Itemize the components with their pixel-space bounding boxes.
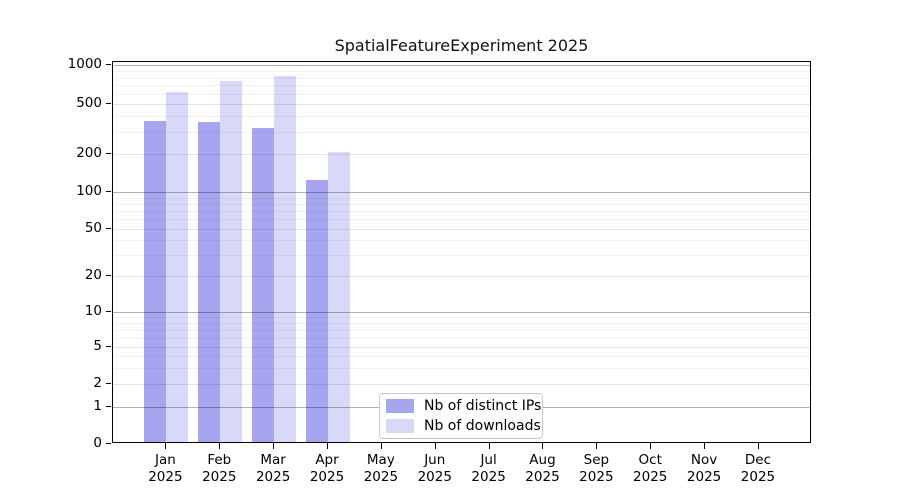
x-axis-tick bbox=[434, 443, 436, 449]
month-label: Aug bbox=[529, 452, 556, 468]
year-label: 2025 bbox=[471, 469, 506, 485]
y-axis-tick-label: 200 bbox=[76, 145, 102, 161]
x-axis-tick-label: Jun 2025 bbox=[403, 452, 467, 486]
y-axis-tick bbox=[106, 152, 111, 154]
y-axis-tick bbox=[106, 345, 111, 347]
x-axis-tick bbox=[165, 443, 167, 449]
month-label: Feb bbox=[207, 452, 232, 468]
legend-row: Nb of distinct IPs bbox=[386, 398, 541, 414]
bar-distinct-ips bbox=[198, 122, 221, 442]
bar-downloads bbox=[166, 91, 189, 442]
y-axis-tick bbox=[106, 63, 111, 65]
y-axis-tick bbox=[106, 310, 111, 312]
month-label: Jun bbox=[424, 452, 446, 468]
y-axis-tick-label: 20 bbox=[84, 267, 102, 283]
x-axis-tick bbox=[596, 443, 598, 449]
x-axis-tick bbox=[273, 443, 275, 449]
year-label: 2025 bbox=[417, 469, 452, 485]
y-axis-tick-label: 100 bbox=[76, 183, 102, 199]
x-axis-tick-label: Sep 2025 bbox=[564, 452, 628, 486]
year-label: 2025 bbox=[579, 469, 614, 485]
year-label: 2025 bbox=[255, 469, 291, 485]
y-axis-tick bbox=[106, 190, 111, 192]
x-axis-tick-label: Feb 2025 bbox=[187, 452, 251, 486]
y-axis-tick bbox=[106, 274, 111, 276]
year-label: 2025 bbox=[363, 469, 399, 485]
y-axis-tick bbox=[106, 442, 111, 444]
bar-distinct-ips bbox=[306, 180, 328, 442]
x-axis-tick-label: Jan 2025 bbox=[133, 452, 197, 486]
x-axis-tick bbox=[542, 443, 544, 449]
x-axis-tick-label: Aug 2025 bbox=[510, 452, 574, 486]
gridline bbox=[113, 93, 810, 95]
y-axis-tick bbox=[106, 382, 111, 384]
month-label: May bbox=[366, 452, 395, 468]
x-axis-tick bbox=[757, 443, 759, 449]
y-axis-tick-label: 50 bbox=[84, 220, 102, 236]
plot-area bbox=[112, 61, 811, 443]
y-axis-tick bbox=[106, 102, 111, 104]
gridline bbox=[113, 116, 810, 118]
year-label: 2025 bbox=[525, 469, 560, 485]
x-axis-tick bbox=[219, 443, 221, 449]
y-axis-tick-label: 1 bbox=[93, 398, 102, 414]
month-label: Sep bbox=[583, 452, 610, 468]
year-label: 2025 bbox=[686, 469, 722, 485]
month-label: Nov bbox=[690, 452, 718, 468]
y-axis-tick-label: 0 bbox=[93, 435, 102, 451]
y-axis-tick bbox=[106, 227, 111, 229]
x-axis-tick bbox=[327, 443, 328, 449]
gridline bbox=[113, 65, 810, 66]
y-axis-tick bbox=[106, 405, 111, 407]
year-label: 2025 bbox=[309, 469, 345, 485]
x-axis-tick-label: Apr 2025 bbox=[295, 452, 359, 486]
y-axis-tick-label: 2 bbox=[93, 375, 102, 391]
legend: Nb of distinct IPs Nb of downloads bbox=[379, 393, 543, 439]
bar-downloads bbox=[274, 76, 297, 442]
year-label: 2025 bbox=[740, 469, 776, 485]
y-axis-tick-label: 500 bbox=[76, 95, 102, 111]
x-axis-tick bbox=[650, 443, 652, 449]
month-label: Apr bbox=[315, 452, 339, 468]
legend-swatch-downloads bbox=[386, 419, 414, 433]
year-label: 2025 bbox=[633, 469, 668, 485]
x-axis-tick bbox=[704, 443, 706, 449]
bar-downloads bbox=[220, 80, 243, 442]
x-axis-tick bbox=[488, 443, 490, 449]
month-label: Oct bbox=[638, 452, 662, 468]
gridline bbox=[113, 77, 810, 79]
y-axis-tick-label: 5 bbox=[93, 338, 102, 354]
legend-label-downloads: Nb of downloads bbox=[424, 418, 541, 434]
legend-row: Nb of downloads bbox=[386, 418, 541, 434]
year-label: 2025 bbox=[202, 469, 237, 485]
bar-distinct-ips bbox=[252, 128, 275, 442]
legend-label-distinct-ips: Nb of distinct IPs bbox=[424, 398, 542, 414]
x-axis-tick-label: Nov 2025 bbox=[672, 452, 736, 486]
gridline bbox=[113, 70, 810, 72]
x-axis-tick bbox=[380, 443, 382, 449]
x-axis-tick-label: Oct 2025 bbox=[618, 452, 682, 486]
month-label: Jan bbox=[154, 452, 176, 468]
month-label: Jul bbox=[480, 452, 497, 468]
gridline bbox=[113, 104, 810, 105]
x-axis-tick-label: Mar 2025 bbox=[241, 452, 305, 486]
year-label: 2025 bbox=[148, 469, 183, 485]
gridline bbox=[113, 85, 810, 87]
y-axis-tick-label: 10 bbox=[84, 303, 102, 319]
chart-title: SpatialFeatureExperiment 2025 bbox=[334, 36, 589, 55]
x-axis-tick-label: Jul 2025 bbox=[457, 452, 521, 486]
bar-distinct-ips bbox=[144, 121, 167, 442]
y-axis-tick-label: 1000 bbox=[67, 56, 102, 72]
x-axis-tick-label: May 2025 bbox=[349, 452, 413, 486]
month-label: Mar bbox=[260, 452, 286, 468]
month-label: Dec bbox=[744, 452, 772, 468]
x-axis-tick-label: Dec 2025 bbox=[726, 452, 790, 486]
bar-downloads bbox=[328, 152, 350, 442]
legend-swatch-distinct-ips bbox=[386, 399, 414, 413]
